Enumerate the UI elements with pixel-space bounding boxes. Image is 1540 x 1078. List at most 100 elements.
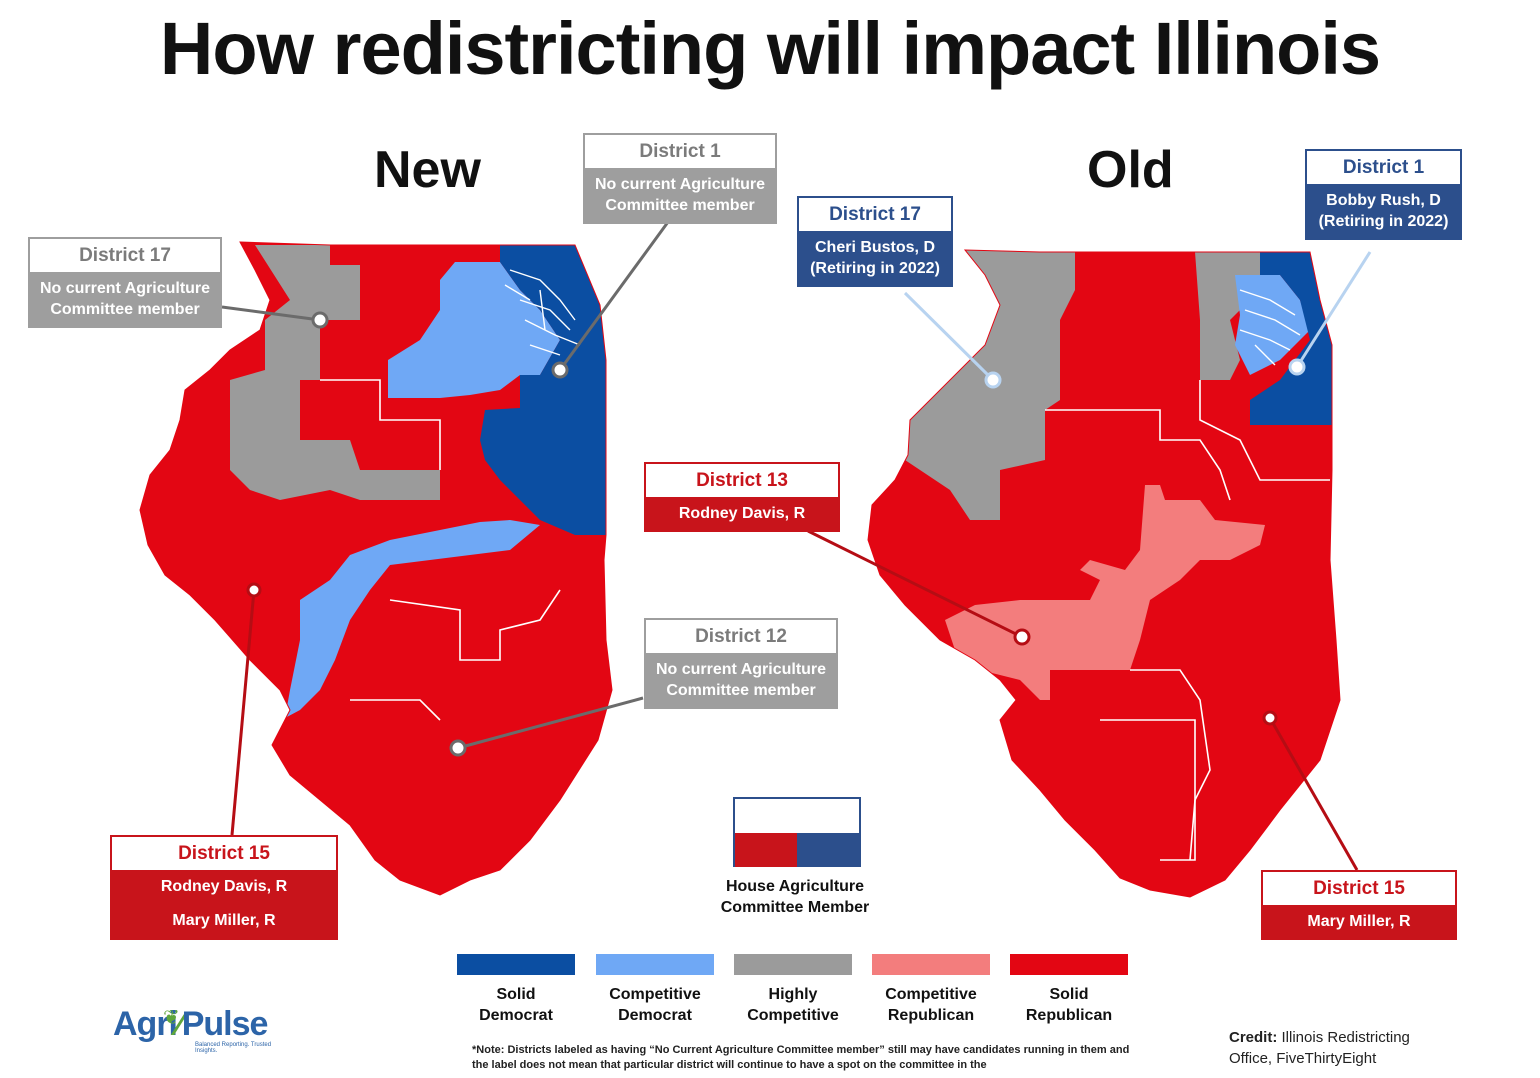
marker-old-d17 [984,371,1002,389]
legend-item-highly-competitive: Highly Competitive [734,954,852,1026]
callout-line: Mary Miller, R [172,912,276,929]
marker-new-d12 [449,739,467,757]
member-key-label: House Agriculture Committee Member [700,876,890,918]
callout-line: Mary Miller, R [1307,913,1411,930]
legend-swatch [457,954,575,975]
old-competitive-republican-district [945,485,1265,700]
new-district-boundaries [320,379,561,721]
callout-new-district-17: District 17 No current Agriculture Commi… [28,237,222,328]
callout-line: No current Agriculture [594,176,766,193]
legend-item-solid-republican: Solid Republican [1010,954,1128,1026]
callout-body: Cheri Bustos, D (Retiring in 2022) [799,231,951,285]
callout-title: District 1 [1307,151,1460,184]
agri-pulse-logo: ❦ Agri⁄Pulse Balanced Reporting. Trusted… [113,1005,283,1067]
legend-line: Republican [887,1007,975,1024]
callout-line: Bobby Rush, D [1326,192,1441,209]
callout-line: No current Agriculture [39,280,211,297]
leader-old-d15 [1268,717,1359,871]
callout-title: District 17 [799,198,951,231]
marker-new-d1 [551,361,569,379]
callout-body: No current Agriculture Committee member [646,653,836,707]
callout-line: Rodney Davis, R [678,505,806,522]
legend-line: Republican [1025,1007,1113,1024]
callout-title: District 15 [1263,872,1455,905]
callout-title: District 1 [585,135,775,168]
old-competitive-democrat-chicago [1235,275,1310,375]
callout-line: Cheri Bustos, D [814,239,935,256]
legend-line: Competitive [609,986,701,1003]
legend-line: Solid [1049,986,1089,1003]
callout-body: Bobby Rush, D (Retiring in 2022) [1307,184,1460,238]
marker-old-d1 [1288,358,1306,376]
callout-title: District 12 [646,620,836,653]
callout-old-district-13: District 13 Rodney Davis, R [644,462,840,532]
legend-label: Highly Competitive [734,984,852,1026]
member-key-swatch [733,797,861,867]
old-map [868,250,1340,897]
leader-new-d12 [457,696,644,750]
page-title: How redistricting will impact Illinois [159,7,1381,90]
leader-old-d17 [903,291,995,382]
district-markers [246,311,1306,757]
marker-old-d13 [1013,628,1031,646]
leader-old-d13 [807,529,1023,639]
callout-line: (Retiring in 2022) [1318,213,1449,230]
marker-old-d15 [1262,710,1278,726]
legend-label: Competitive Republican [872,984,990,1026]
legend-line: Democrat [479,1007,553,1024]
callout-title: District 13 [646,464,838,497]
old-district-boundaries [1045,380,1330,861]
callout-new-district-1: District 1 No current Agriculture Commit… [583,133,777,224]
credit-text: Illinois Redistricting Office, FiveThirt… [1229,1029,1410,1067]
leader-new-d17 [221,305,321,322]
callout-old-district-17: District 17 Cheri Bustos, D (Retiring in… [797,196,953,287]
callout-line: No current Agriculture [655,661,827,678]
callout-line: Committee member [605,197,755,214]
new-solid-democrat-district [480,245,606,535]
legend-line: Highly [768,986,818,1003]
legend-label: Solid Democrat [457,984,575,1026]
callout-body: Mary Miller, R [1263,905,1455,938]
new-highly-competitive-district [230,245,440,500]
legend-swatch [596,954,714,975]
legend-line: Democrat [618,1007,692,1024]
member-key-republican [735,833,797,867]
callout-body: Rodney Davis, R [646,497,838,530]
logo-part1: Agri [113,1005,178,1043]
callout-line: Rodney Davis, R [160,878,288,895]
old-map-heading: Old [1087,141,1174,199]
callout-body: No current Agriculture Committee member [585,168,775,222]
logo-wordmark: Agri⁄Pulse [113,1005,268,1043]
member-key-line: House Agriculture [725,878,865,895]
old-state-outline [867,249,1341,898]
leader-new-d1 [558,221,670,371]
legend-label: Solid Republican [1010,984,1128,1026]
legend-label: Competitive Democrat [596,984,714,1026]
new-state-outline [139,241,613,896]
leader-new-d15 [230,589,256,836]
legend-item-solid-democrat: Solid Democrat [457,954,575,1026]
legend-item-competitive-republican: Competitive Republican [872,954,990,1026]
callout-new-district-12: District 12 No current Agriculture Commi… [644,618,838,709]
callout-body: No current Agriculture Committee member [30,272,220,326]
callout-old-district-15: District 15 Mary Miller, R [1261,870,1457,940]
callout-line: Committee member [666,682,816,699]
new-map-heading: New [374,141,481,199]
new-competitive-democrat-strip [285,520,540,718]
member-key-democrat [797,833,859,867]
callout-line: (Retiring in 2022) [810,260,940,277]
old-solid-democrat-district [1250,252,1332,425]
legend-line: Competitive [885,986,977,1003]
callout-body: Rodney Davis, R Mary Miller, R [112,870,336,938]
new-competitive-democrat-north [388,262,560,398]
leaf-icon: ❦ [163,1007,180,1029]
legend-line: Solid [496,986,536,1003]
callout-new-district-15: District 15 Rodney Davis, R Mary Miller,… [110,835,338,940]
leader-old-d1 [1295,251,1372,368]
legend-line: Competitive [747,1007,839,1024]
member-key-line: Committee Member [720,899,870,916]
new-chicago-district-lines [504,269,581,356]
new-map [140,242,612,895]
callout-title: District 17 [30,239,220,272]
